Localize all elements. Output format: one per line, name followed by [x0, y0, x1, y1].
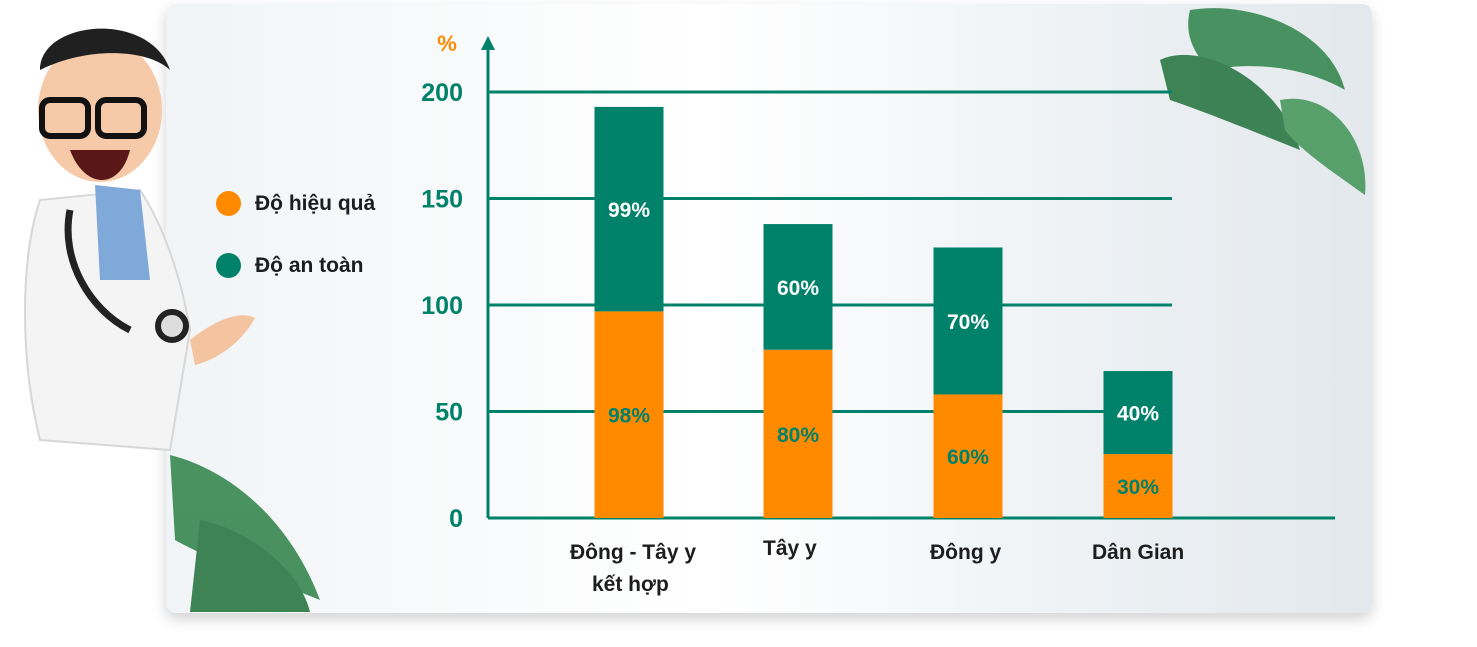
y-tick-label: 0: [449, 505, 463, 533]
legend-item-effectiveness: Độ hiệu quả: [216, 191, 375, 216]
bar-safety-0: [594, 106, 664, 312]
bar-effectiveness-1: [763, 349, 833, 518]
bar-value-label: 80%: [777, 424, 819, 447]
y-tick-label: 150: [421, 186, 463, 214]
bar-safety-3: [1103, 371, 1173, 455]
legend-orange-dot-icon: [216, 191, 241, 216]
bar-effectiveness-2: [933, 394, 1003, 518]
x-category-label: Tây y: [763, 537, 817, 560]
x-category-label: Dân Gian: [1092, 541, 1184, 564]
bar-value-label: 40%: [1117, 403, 1159, 426]
x-category-label: Đông y: [930, 541, 1001, 564]
bar-safety-2: [933, 247, 1003, 395]
bar-value-label: 70%: [947, 311, 989, 334]
bar-effectiveness-0: [594, 311, 664, 518]
doctor-illustration-icon: [24, 28, 255, 452]
y-tick-label: 100: [421, 292, 463, 320]
bar-value-label: 99%: [608, 199, 650, 222]
bar-safety-1: [763, 224, 833, 350]
bar-effectiveness-3: [1103, 454, 1173, 518]
legend-label-safety: Độ an toàn: [255, 253, 364, 277]
y-tick-label: 50: [435, 399, 463, 427]
y-axis-arrow-icon: [481, 36, 495, 50]
leaf-top-right-icon: [1160, 8, 1366, 195]
bar-value-label: 98%: [608, 405, 650, 428]
y-tick-label: 200: [421, 79, 463, 107]
bar-value-label: 60%: [777, 277, 819, 300]
x-category-label-line2: kết hợp: [592, 573, 669, 596]
bar-value-label: 30%: [1117, 476, 1159, 499]
leaf-bottom-left-icon: [170, 455, 320, 612]
legend-label-effectiveness: Độ hiệu quả: [255, 191, 376, 215]
y-axis-label: %: [437, 31, 457, 56]
bar-value-label: 60%: [947, 446, 989, 469]
x-category-label-line1: Đông - Tây y: [570, 541, 696, 564]
legend-item-safety: Độ an toàn: [216, 253, 364, 278]
legend-green-dot-icon: [216, 253, 241, 278]
